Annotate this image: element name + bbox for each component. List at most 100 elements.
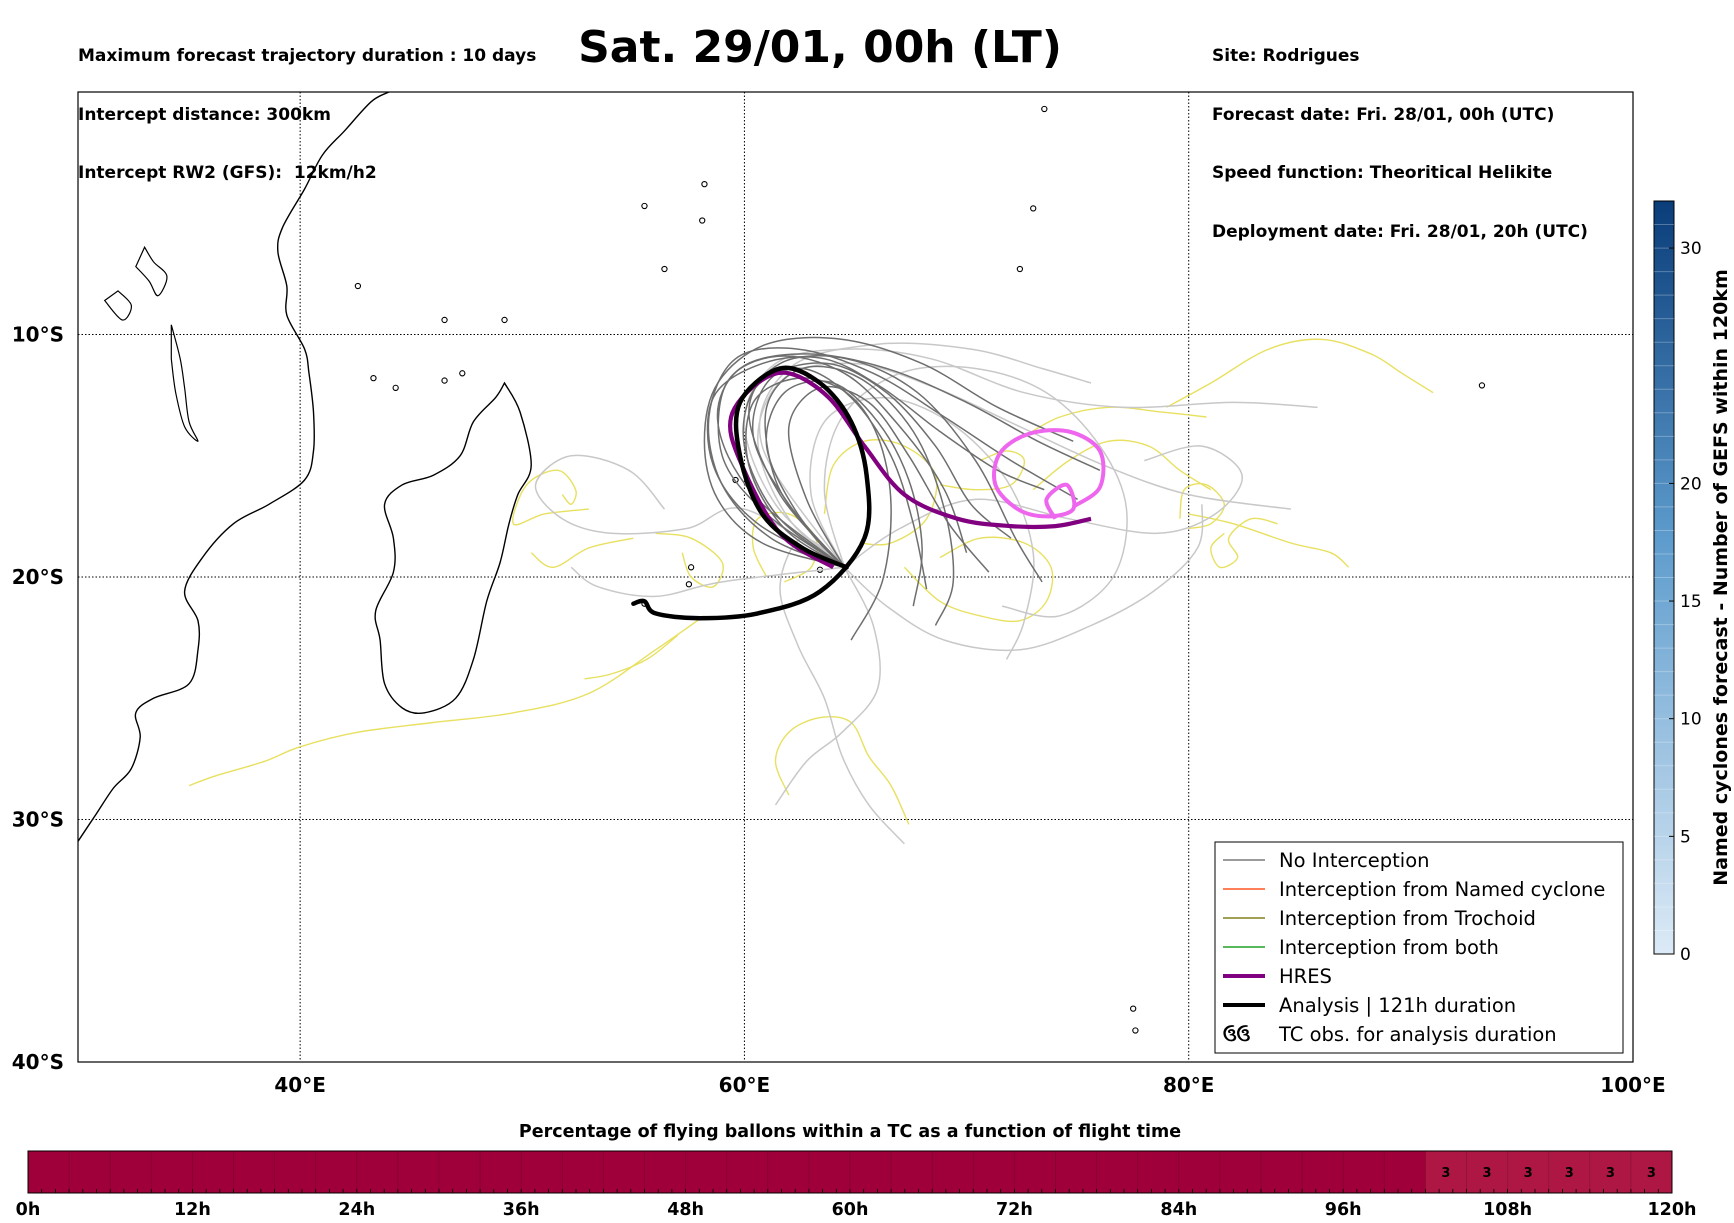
coastlines <box>78 92 1486 1034</box>
ensemble-track-light <box>757 362 1292 568</box>
flight-time-tick-label: 24h <box>338 1200 375 1220</box>
analysis-track <box>631 365 872 621</box>
tc-obs-track <box>655 532 724 588</box>
header-line-deployment-date: Deployment date: Fri. 28/01, 20h (UTC) <box>1212 221 1588 242</box>
island-outline <box>441 316 448 324</box>
legend-label: TC obs. for analysis duration <box>1278 1023 1557 1046</box>
colorbar-tick-label: 10 <box>1680 710 1702 730</box>
flight-time-cell-value: 3 <box>1565 1166 1574 1181</box>
island-outline <box>1130 1005 1137 1012</box>
flight-time-cell-value: 3 <box>1524 1166 1533 1181</box>
flight-time-tick-label: 84h <box>1160 1200 1197 1220</box>
island-outline <box>1132 1027 1139 1034</box>
flight-time-bar-base <box>28 1151 1672 1193</box>
island-outline <box>1030 205 1037 212</box>
lon-tick-label: 60°E <box>719 1073 771 1097</box>
flight-time-tick-label: 60h <box>832 1200 869 1220</box>
ensemble-track <box>703 336 1074 569</box>
ensemble-track <box>716 353 1101 568</box>
island-outline <box>501 316 508 324</box>
trajectory-tracks <box>188 336 1434 845</box>
ensemble-track-light <box>843 445 1243 568</box>
header-left-info: Maximum forecast trajectory duration : 1… <box>78 8 536 203</box>
tc-obs-track <box>512 469 589 526</box>
flight-time-tick-label: 48h <box>667 1200 704 1220</box>
tc-obs-track <box>1210 517 1278 569</box>
island-outline <box>661 265 668 273</box>
header-line-forecast-date: Forecast date: Fri. 28/01, 00h (UTC) <box>1212 104 1555 125</box>
ensemble-track <box>706 356 1045 568</box>
tc-obs-track <box>530 537 634 569</box>
flight-time-tick-label: 72h <box>996 1200 1033 1220</box>
header-line-distance: Intercept distance: 300km <box>78 104 331 125</box>
ensemble-track-light <box>823 365 1128 618</box>
tc-obs-track <box>751 511 818 583</box>
legend-label: Interception from Named cyclone <box>1279 878 1605 901</box>
flight-time-cell-value: 3 <box>1606 1166 1615 1181</box>
lon-tick-label: 80°E <box>1163 1073 1215 1097</box>
map-frame <box>77 91 1634 1063</box>
ensemble-track-light <box>570 566 845 598</box>
map-axis-labels: 40°E 60°E 80°E 100°E 10°S 20°S 30°S 40°S <box>12 323 1666 1098</box>
lon-tick-label: 100°E <box>1600 1073 1665 1097</box>
ensemble-track-light <box>758 342 1092 568</box>
lake-outline <box>135 245 168 297</box>
tc-obs-track <box>188 615 705 787</box>
hres-loop-track <box>992 428 1106 520</box>
lake-outline <box>103 290 132 321</box>
tc-obs-track <box>1023 406 1207 437</box>
ensemble-track-light <box>534 454 845 568</box>
ensemble-track-light <box>779 537 905 845</box>
lon-tick-label: 40°E <box>274 1073 326 1097</box>
header-line-duration: Maximum forecast trajectory duration : 1… <box>78 46 537 66</box>
flight-time-bar: Percentage of flying ballons within a TC… <box>16 1122 1697 1220</box>
colorbar-tick-label: 20 <box>1680 474 1702 494</box>
tc-obs-track <box>1032 439 1212 491</box>
island-outline <box>441 377 448 384</box>
legend-label: No Interception <box>1279 849 1430 872</box>
tc-obs-track <box>1179 483 1226 530</box>
lat-tick-label: 30°S <box>12 808 64 832</box>
africa-coastline <box>78 92 390 842</box>
map-graticule <box>78 92 1633 1062</box>
lat-tick-label: 10°S <box>12 323 64 347</box>
madagascar-coastline <box>374 381 532 715</box>
flight-time-bar-highlight <box>1425 1151 1672 1193</box>
lat-tick-label: 20°S <box>12 565 64 589</box>
flight-time-tick-label: 120h <box>1648 1200 1697 1220</box>
colorbar-tick-label: 0 <box>1680 945 1691 965</box>
lake-outline <box>170 324 199 442</box>
main-title: Sat. 29/01, 00h (LT) <box>578 22 1062 73</box>
legend: No Interception Interception from Named c… <box>1214 841 1624 1054</box>
island-outline <box>1016 265 1024 273</box>
ensemble-track-light <box>774 566 881 806</box>
flight-time-bar-frame <box>27 1150 1673 1194</box>
header-line-site: Site: Rodrigues <box>1212 46 1360 66</box>
flight-time-bar-title: Percentage of flying ballons within a TC… <box>519 1122 1181 1142</box>
colorbar-tick-label: 15 <box>1680 592 1702 612</box>
ensemble-track-light <box>843 504 1204 652</box>
tc-obs-track <box>939 450 1026 491</box>
lat-tick-label: 40°S <box>12 1050 64 1074</box>
ensemble-track <box>748 355 1043 583</box>
flight-time-tick-label: 96h <box>1325 1200 1362 1220</box>
flight-time-tick-label: 108h <box>1483 1200 1532 1220</box>
ensemble-track-light <box>809 396 1035 660</box>
island-outline <box>699 217 706 224</box>
ensemble-track <box>764 365 955 626</box>
colorbar-tick-label: 5 <box>1680 827 1691 847</box>
island-outline <box>732 476 739 484</box>
island-outline <box>641 202 648 210</box>
flight-time-tick-label: 36h <box>503 1200 540 1220</box>
tc-obs-track <box>1188 513 1350 568</box>
island-outline <box>1041 105 1048 113</box>
colorbar-gradient <box>1653 200 1675 955</box>
legend-box <box>1214 841 1624 1054</box>
ensemble-track <box>707 347 1078 568</box>
legend-symbol: ઉઉ <box>1223 1024 1251 1046</box>
flight-time-tick-label: 12h <box>174 1200 211 1220</box>
tc-obs-track <box>903 536 1054 623</box>
colorbar-title: Named cyclones forecast - Number of GEFS… <box>1710 269 1732 886</box>
ensemble-track <box>765 380 923 607</box>
